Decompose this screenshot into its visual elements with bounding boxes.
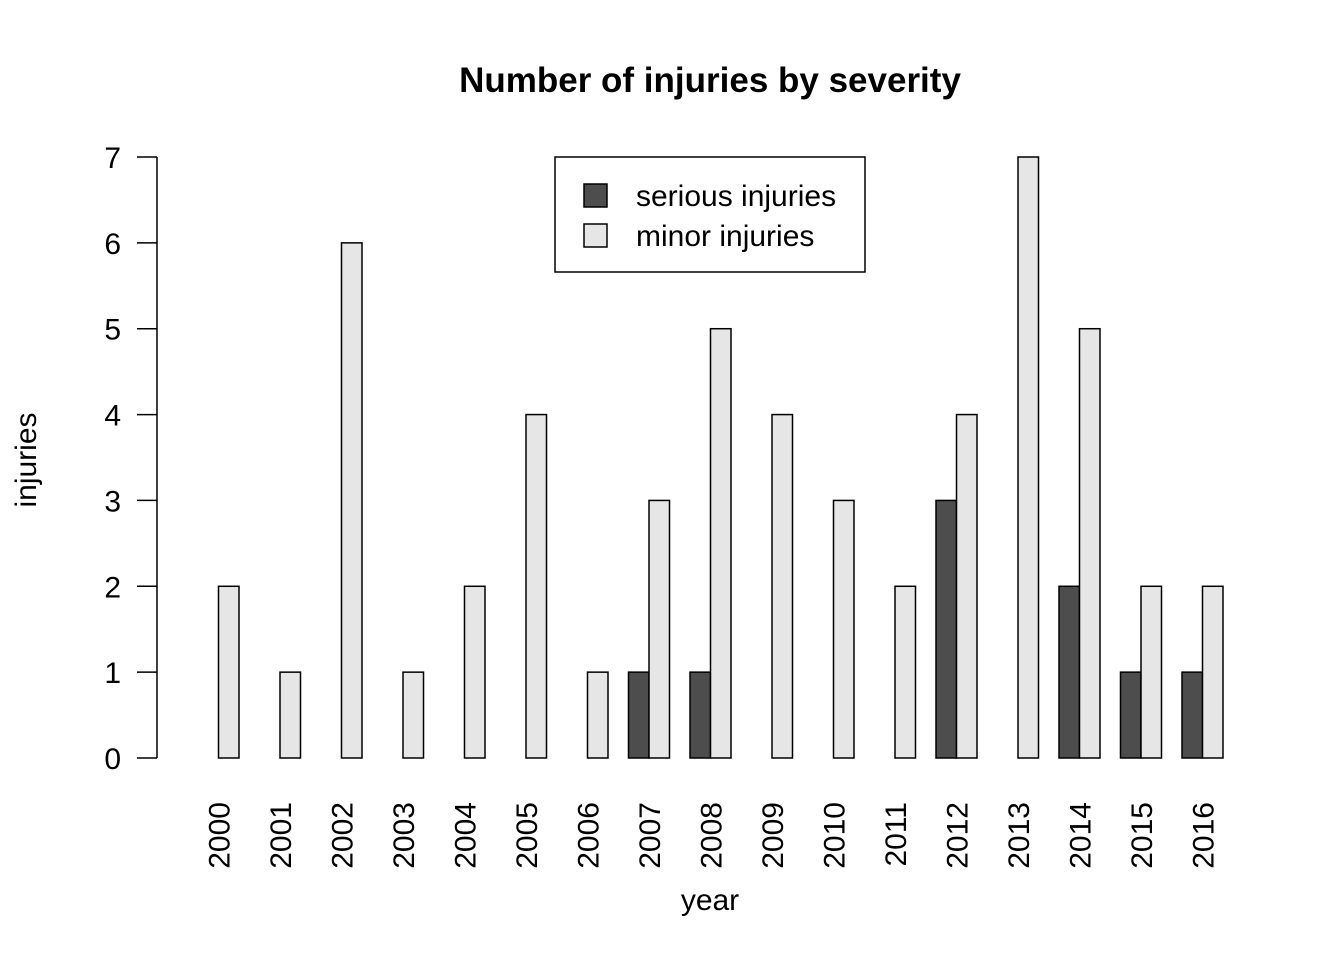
bar-minor-2005: [525, 413, 548, 759]
bar-serious-2007: [627, 671, 650, 759]
y-tick-label: 2: [104, 571, 121, 604]
bar-minor-2006: [586, 671, 609, 759]
bar-minor-2002: [340, 242, 363, 759]
x-tick-label: 2012: [942, 802, 975, 869]
x-tick-label: 2015: [1126, 802, 1159, 869]
x-tick-label: 2003: [388, 802, 421, 869]
bar-serious-2012: [935, 499, 958, 759]
y-tick-label: 4: [104, 400, 121, 433]
y-axis: 0 1 2 3 4 5 6 7: [104, 142, 158, 776]
y-tick-label: 5: [104, 314, 121, 347]
x-tick-label: 2007: [634, 802, 667, 869]
bar-minor-2000: [217, 585, 240, 759]
bar-serious-2008: [689, 671, 712, 759]
x-tick-label: 2014: [1065, 802, 1098, 869]
y-tick-label: 3: [104, 485, 121, 518]
legend-box: [554, 156, 866, 273]
x-tick-label: 2013: [1003, 802, 1036, 869]
x-tick-labels: 2000 2001 2002 2003 2004 2005 2006 2007 2008 2009…: [204, 802, 1221, 869]
legend-swatch: [583, 183, 608, 208]
bar-minor-2004: [463, 585, 486, 759]
bar-minor-2015: [1140, 585, 1163, 759]
x-tick-label: 2000: [204, 802, 237, 869]
bar-minor-2012: [955, 413, 978, 759]
x-tick-label: 2006: [573, 802, 606, 869]
x-tick-label: 2002: [327, 802, 360, 869]
legend-entry: minor injuries: [636, 220, 814, 253]
bar-minor-2014: [1078, 327, 1101, 759]
x-tick-label: 2009: [757, 802, 790, 869]
x-tick-label: 2016: [1188, 802, 1221, 869]
bar-minor-2009: [771, 413, 794, 759]
y-tick-label: 1: [104, 657, 121, 690]
bar-minor-2016: [1201, 585, 1224, 759]
chart-title: Number of injuries by severity: [459, 61, 961, 100]
bar-minor-2008: [709, 327, 732, 759]
y-tick-label: 6: [104, 228, 121, 261]
y-tick-label: 7: [104, 142, 121, 175]
x-tick-label: 2004: [450, 802, 483, 869]
y-tick-label: 0: [104, 743, 121, 776]
x-tick-label: 2001: [265, 802, 298, 869]
bar-minor-2013: [1017, 156, 1040, 759]
bar-serious-2014: [1058, 585, 1081, 759]
bars: [217, 156, 1224, 759]
legend-entry: serious injuries: [636, 180, 836, 213]
x-tick-label: 2008: [696, 802, 729, 869]
legend-swatch: [583, 223, 608, 248]
x-tick-label: 2005: [511, 802, 544, 869]
x-tick-label: 2011: [880, 802, 913, 867]
bar-minor-2003: [402, 671, 425, 759]
bar-serious-2015: [1119, 671, 1142, 759]
bar-minor-2011: [894, 585, 917, 759]
x-tick-label: 2010: [819, 802, 852, 869]
y-axis-label: injuries: [10, 412, 43, 507]
legend: serious injuries minor injuries: [554, 156, 866, 273]
x-axis-label: year: [681, 884, 739, 917]
bar-minor-2001: [279, 671, 302, 759]
bar-minor-2007: [648, 499, 671, 759]
bar-minor-2010: [832, 499, 855, 759]
bar-serious-2016: [1181, 671, 1204, 759]
